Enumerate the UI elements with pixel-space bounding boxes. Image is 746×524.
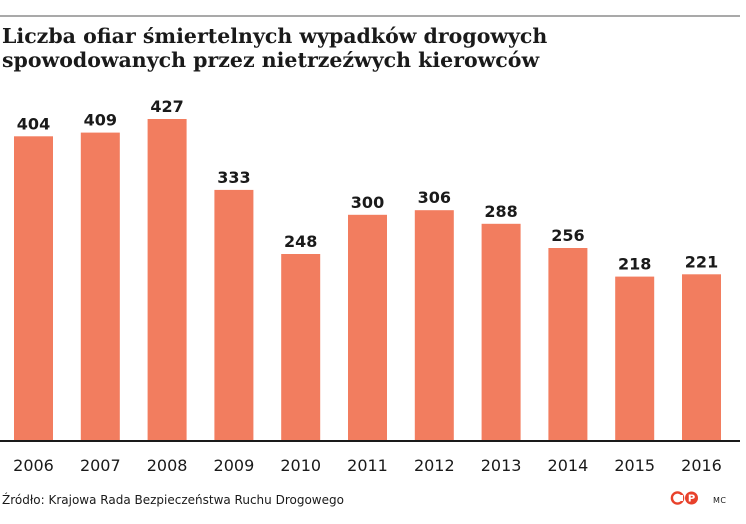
bar-2010	[281, 254, 321, 441]
x-tick-label-2016: 2016	[681, 456, 722, 475]
chart-title-line-1: Liczba ofiar śmiertelnych wypadków drogo…	[2, 24, 548, 48]
bar-2006	[14, 136, 53, 442]
bar-value-label-2016: 221	[685, 252, 718, 271]
chart-title-line-2: spowodowanych przez nietrzeźwych kierowc…	[2, 48, 540, 72]
bar-2016	[682, 274, 721, 441]
chart-title: Liczba ofiar śmiertelnych wypadków drogo…	[2, 24, 737, 72]
value-labels-group: 404 409 427 333 248 300 306 288 256 218 221	[17, 97, 718, 274]
bar-value-label-2015: 218	[618, 255, 651, 274]
bar-2015	[615, 276, 655, 441]
bar-2013	[481, 223, 521, 441]
x-tick-label-2010: 2010	[280, 456, 321, 475]
bar-2014	[548, 248, 588, 441]
bar-2009	[214, 189, 254, 441]
bar-value-label-2011: 300	[351, 193, 384, 212]
x-tick-label-2008: 2008	[147, 456, 188, 475]
bar-2012	[414, 210, 454, 441]
top-rule	[0, 15, 740, 17]
bar-value-label-2013: 288	[484, 202, 517, 221]
x-tick-label-2015: 2015	[614, 456, 655, 475]
x-tick-label-2013: 2013	[481, 456, 522, 475]
bar-value-label-2009: 333	[217, 168, 250, 187]
x-tick-label-2012: 2012	[414, 456, 455, 475]
x-tick-label-2014: 2014	[548, 456, 589, 475]
bar-value-label-2008: 427	[150, 97, 183, 116]
svg-text:P: P	[688, 494, 695, 505]
bars-group	[14, 119, 721, 442]
source-note: Źródło: Krajowa Rada Bezpieczeństwa Ruch…	[2, 493, 344, 507]
bar-value-label-2012: 306	[418, 188, 451, 207]
bar-value-label-2014: 256	[551, 226, 584, 245]
cp-logo-icon: P	[670, 491, 698, 505]
x-tick-label-2006: 2006	[13, 456, 54, 475]
bar-2008	[147, 119, 187, 441]
x-tick-label-2009: 2009	[214, 456, 255, 475]
bar-2007	[80, 132, 120, 441]
x-tick-labels-group: 2006 2007 2008 2009 2010 2011 2012 2013 2014 2015…	[13, 456, 722, 475]
x-tick-label-2007: 2007	[80, 456, 121, 475]
bar-value-label-2010: 248	[284, 232, 317, 251]
x-tick-label-2011: 2011	[347, 456, 388, 475]
bar-value-label-2006: 404	[17, 114, 50, 133]
bar-2011	[348, 214, 387, 441]
author-credit: MC	[713, 496, 727, 505]
bar-value-label-2007: 409	[84, 111, 117, 130]
